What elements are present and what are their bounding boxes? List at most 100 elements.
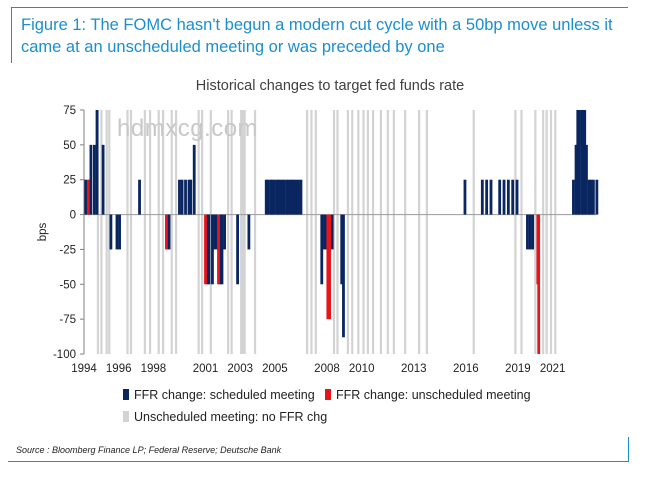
x-tick-label: 2019 [505,363,531,375]
nochg-meeting-bar [209,110,212,354]
nochg-meeting-bar [545,110,548,354]
scheduled-change-bar [489,179,493,215]
scheduled-change-bar [118,214,121,250]
nochg-meeting-bar [314,110,317,354]
nochg-meeting-bar [542,110,545,354]
scheduled-change-bar [506,179,510,215]
scheduled-change-bar [283,179,286,215]
scheduled-change-bar [296,179,300,215]
unscheduled-change-bar [165,214,168,250]
x-tick-label: 2016 [453,363,479,375]
scheduled-change-bar [526,214,529,250]
nochg-meeting-bar [332,110,336,354]
y-axis-label: bps [37,222,49,241]
legend-swatch-nochg [123,411,129,422]
nochg-meeting-bar [108,110,111,354]
scheduled-change-bar [578,110,581,215]
scheduled-change-bar [178,179,181,215]
scheduled-change-bar [223,214,226,250]
scheduled-change-bar [572,179,575,215]
scheduled-change-bar [205,214,209,285]
unscheduled-change-bar [537,214,541,354]
scheduled-change-bar [101,144,105,215]
scheduled-change-bar [340,214,344,285]
nochg-meeting-bar [534,110,537,354]
scheduled-change-bar [342,214,345,338]
x-tick-label: 2003 [227,363,253,375]
scheduled-change-bar [138,179,141,215]
scheduled-change-bar [93,144,96,215]
scheduled-change-bar [591,179,595,215]
nochg-meeting-bar [230,110,233,354]
y-tick-label: 50 [63,140,76,152]
scheduled-change-bar [236,214,239,285]
legend-item-nochg: Unscheduled meeting: no FFR chg [123,410,327,424]
scheduled-change-bar [585,144,588,215]
legend-swatch-unscheduled [325,389,331,400]
nochg-meeting-bar [514,110,517,354]
unscheduled-change-bar [328,214,331,320]
legend-swatch-scheduled [123,389,129,400]
nochg-meeting-bar [100,110,103,354]
y-tick-label: -25 [59,244,76,256]
x-tick-label: 2013 [401,363,427,375]
nochg-meeting-bar [148,110,152,354]
nochg-meeting-bar [554,110,557,354]
scheduled-change-bar [330,214,334,250]
scheduled-change-bar [587,179,591,215]
scheduled-change-bar [502,179,506,215]
scheduled-change-bar [480,179,484,215]
scheduled-change-bar [576,110,580,215]
scheduled-change-bar [89,144,93,215]
legend-item-scheduled: FFR change: scheduled meeting [123,388,315,402]
nochg-meeting-bar [425,110,428,354]
scheduled-change-bar [220,214,224,285]
unscheduled-change-bar [204,214,207,285]
legend-label-unscheduled: FFR change: unscheduled meeting [336,388,531,402]
y-tick-label: 75 [63,105,76,117]
chart-title: Historical changes to target fed funds r… [195,78,465,94]
scheduled-change-bar [528,214,532,250]
scheduled-change-bar [218,214,222,285]
scheduled-change-bar [463,179,467,215]
scheduled-change-bar [95,110,99,215]
scheduled-change-bar [269,179,272,215]
legend-label-scheduled: FFR change: scheduled meeting [134,388,315,402]
nochg-meeting-bar [253,110,257,354]
source-note: Source : Bloomberg Finance LP; Federal R… [16,445,282,455]
nochg-meeting-bar [174,110,178,354]
scheduled-change-bar [84,179,88,215]
scheduled-change-bar [324,214,328,250]
y-tick-label: -100 [53,349,76,361]
scheduled-change-bar [322,214,326,250]
nochg-meeting-bar [336,110,339,354]
scheduled-change-bar [211,214,214,285]
scheduled-change-bar [192,144,196,215]
nochg-meeting-bar [157,110,160,354]
nochg-meeting-bar [520,110,523,354]
scheduled-change-bar [180,179,184,215]
scheduled-change-bar [498,179,502,215]
scheduled-change-bar [212,214,216,250]
nochg-meeting-bar [351,110,354,354]
scheduled-change-bar [187,179,191,215]
nochg-meeting-bar [362,110,365,354]
scheduled-change-bar [583,110,587,215]
scheduled-change-bar [589,179,593,215]
y-tick-label: -50 [59,279,76,291]
scheduled-change-bar [531,214,535,250]
nochg-meeting-bar [306,110,309,354]
nochg-meeting-bar [310,110,313,354]
x-tick-label: 1994 [71,363,97,375]
scheduled-change-bar [207,214,211,285]
scheduled-change-bar [320,214,324,285]
scheduled-change-bar [574,144,578,215]
nochg-meeting-bar [96,110,100,354]
nochg-meeting-bar [371,110,375,354]
nochg-meeting-bar [201,110,204,354]
nochg-meeting-bar [386,110,389,354]
scheduled-change-bar [511,179,515,215]
unscheduled-change-bar [217,214,220,285]
scheduled-change-bar [270,179,274,215]
nochg-meeting-bar [404,110,407,354]
